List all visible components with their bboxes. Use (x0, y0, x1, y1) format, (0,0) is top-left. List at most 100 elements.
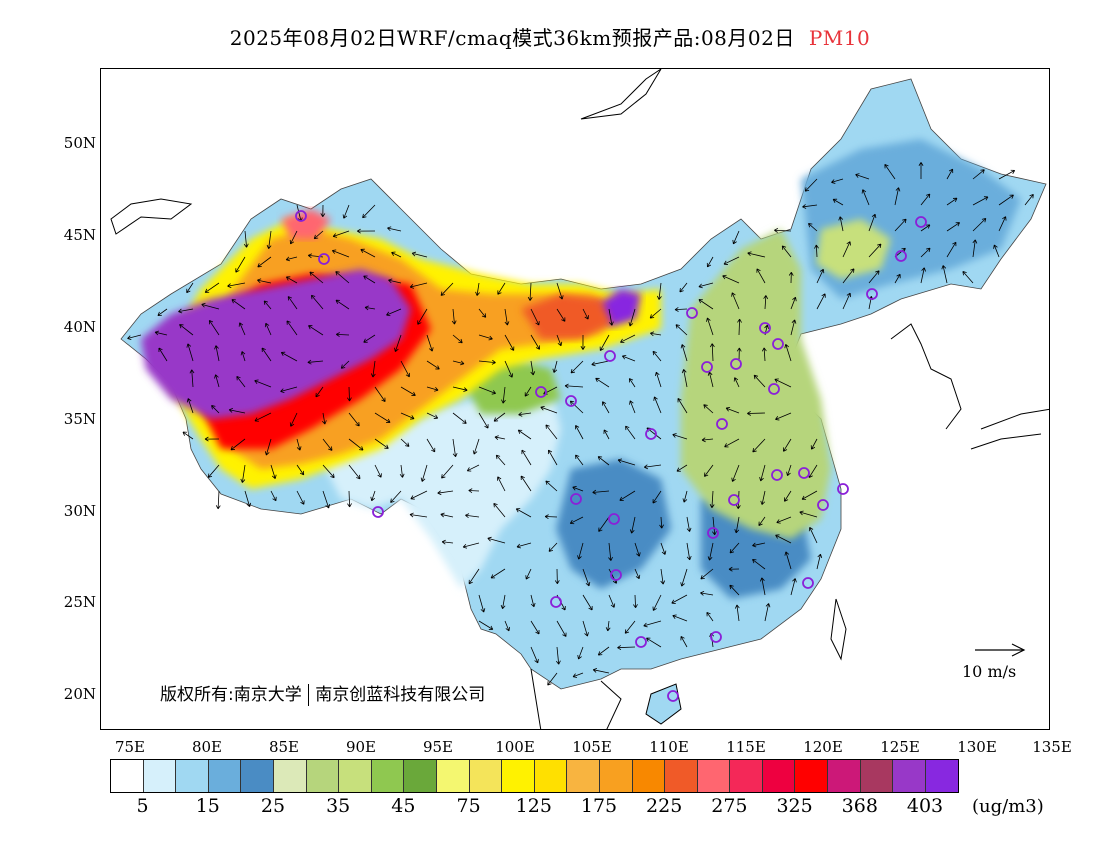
lon-label-115e: 115E (726, 738, 766, 756)
legend-swatch-20 (762, 760, 796, 792)
wind-arrow-173 (400, 386, 416, 396)
wind-arrow-176 (478, 386, 496, 395)
wind-arrow-58 (186, 282, 194, 294)
wind-arrow-150 (426, 360, 440, 370)
wind-arrow-215 (230, 438, 246, 451)
wind-arrow-49 (781, 245, 792, 258)
legend-label-10: 325 (776, 795, 813, 817)
wind-arrow-145 (280, 351, 298, 362)
wind-arrow-296 (686, 516, 692, 532)
wind-arrow-307 (577, 542, 584, 560)
wind-arrow-46 (706, 256, 714, 268)
lon-label-105e: 105E (572, 738, 612, 756)
wind-arrow-192 (254, 412, 272, 422)
wind-arrow-5 (946, 168, 954, 180)
wind-arrow-351 (643, 620, 662, 628)
wind-arrow-135 (675, 324, 688, 336)
legend-label-5: 75 (456, 795, 481, 817)
wind-arrow-202 (518, 411, 532, 417)
wind-arrow-73 (656, 282, 662, 300)
lat-label-40n: 40N (63, 318, 96, 336)
city-marker-9 (565, 395, 577, 407)
legend-swatch-3 (208, 760, 242, 792)
wind-arrow-170 (315, 386, 324, 398)
city-marker-4 (772, 338, 784, 350)
wind-arrow-153 (504, 360, 514, 378)
wind-arrow-97 (451, 308, 457, 325)
wind-arrow-331 (478, 594, 486, 613)
wind-arrow-318 (490, 568, 506, 579)
wind-arrow-54 (920, 247, 931, 258)
wind-arrow-276 (572, 486, 584, 492)
wind-arrow-25 (332, 230, 350, 238)
wind-arrow-271 (437, 490, 454, 496)
legend-label-9: 275 (711, 795, 748, 817)
wind-arrow-17 (946, 197, 958, 206)
legend-swatch-18 (697, 760, 731, 792)
wind-vectors (127, 162, 1034, 686)
wind-arrow-194 (321, 412, 327, 425)
wind-arrow-48 (747, 251, 766, 258)
legend-swatch-19 (730, 760, 763, 792)
city-marker-3 (759, 322, 771, 334)
wind-arrow-0 (804, 178, 818, 192)
wind-arrow-352 (672, 614, 688, 622)
wind-arrow-356 (530, 646, 539, 664)
wind-arrow-166 (214, 374, 220, 388)
city-marker-23 (550, 596, 562, 608)
wind-arrow-280 (682, 490, 688, 503)
lon-label-80e: 80E (191, 738, 223, 756)
wind-arrow-136 (706, 317, 714, 336)
wind-arrow-45 (411, 251, 428, 258)
wind-arrow-52 (868, 243, 882, 258)
wind-arrow-119 (264, 322, 272, 336)
wind-arrow-188 (774, 378, 792, 388)
wind-arrow-229 (603, 429, 610, 440)
wind-arrow-26 (357, 228, 376, 234)
wind-arrow-128 (504, 334, 515, 351)
wind-arrow-308 (608, 542, 613, 561)
wind-arrow-294 (629, 516, 636, 534)
wind-arrow-101 (556, 308, 566, 322)
city-marker-10 (645, 428, 657, 440)
wind-arrow-326 (700, 568, 714, 580)
wind-arrow-195 (348, 412, 360, 427)
region-pink-dzungaria (281, 209, 331, 239)
wind-arrow-172 (374, 386, 386, 402)
wind-arrow-61 (257, 278, 272, 284)
coastline-vietnam (530, 668, 622, 729)
wind-arrow-218 (322, 438, 333, 451)
wind-arrow-287 (440, 512, 454, 518)
wind-arrow-56 (972, 239, 978, 258)
wind-arrow-13 (832, 198, 844, 206)
city-marker-27 (667, 690, 679, 702)
wind-arrow-211 (747, 411, 766, 416)
wind-arrow-63 (309, 271, 324, 284)
wind-arrow-267 (347, 490, 352, 508)
wind-arrow-264 (270, 490, 277, 502)
wind-arrow-34 (920, 224, 931, 232)
legend-swatch-24 (893, 760, 926, 792)
wind-arrow-21 (243, 230, 249, 248)
legend-label-4: 45 (391, 795, 416, 817)
title-main: 2025年08月02日WRF/cmaq模式36km预报产品:08月02日 (229, 26, 795, 50)
wind-arrow-355 (764, 603, 771, 622)
wind-arrow-32 (868, 213, 877, 232)
copyright-separator (307, 684, 310, 706)
wind-arrow-14 (861, 189, 870, 206)
wind-arrow-323 (634, 568, 641, 580)
wind-arrow-185 (707, 371, 714, 388)
wind-arrow-74 (679, 282, 688, 293)
legend-swatch-0 (111, 760, 144, 792)
legend-swatch-16 (632, 760, 666, 792)
coastline-baikal (580, 69, 662, 120)
wind-arrow-149 (400, 360, 411, 378)
wind-arrow-156 (570, 360, 584, 374)
wind-arrow-94 (364, 305, 376, 311)
wind-arrow-292 (569, 516, 584, 525)
wind-arrow-50 (814, 244, 819, 258)
wind-arrow-67 (409, 282, 428, 289)
legend-label-0: 5 (136, 795, 149, 817)
wind-arrow-225 (494, 435, 506, 440)
lon-label-130e: 130E (957, 738, 997, 756)
